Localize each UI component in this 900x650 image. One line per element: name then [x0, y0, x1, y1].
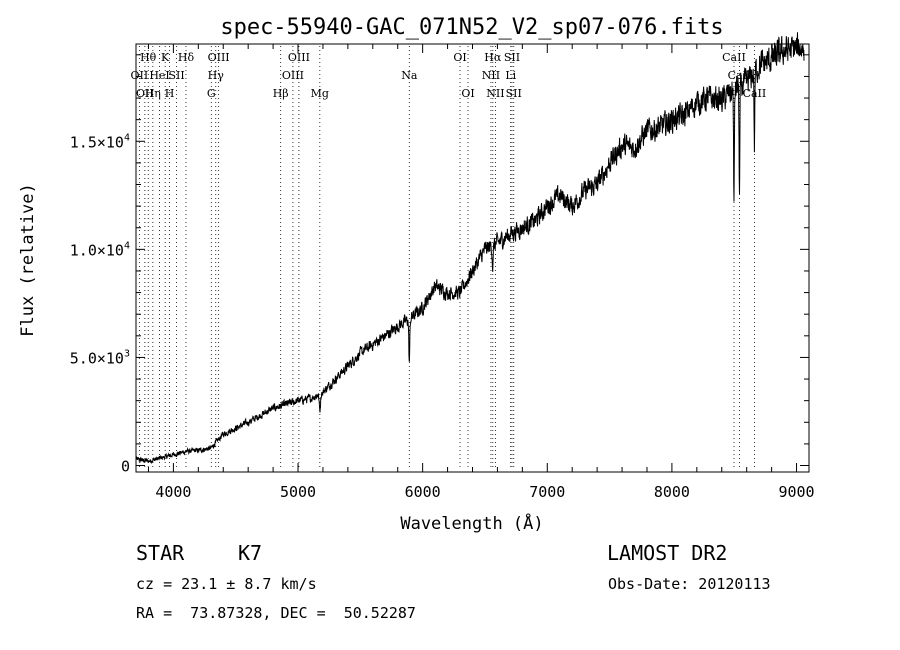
spectral-line-label: OI: [453, 51, 466, 64]
spectrum-line: [135, 32, 805, 465]
spectral-line-label: OI: [461, 87, 474, 100]
y-tick-labels: 0 5.0×103 1.0×104 1.5×104: [70, 132, 130, 475]
spectral-line-label: CaII: [722, 51, 746, 64]
x-tick-label: 7000: [529, 483, 565, 501]
spectral-line-label: OIII: [208, 51, 230, 64]
spectral-line-label: Mg: [311, 87, 329, 100]
spectral-line-label: Li: [505, 69, 516, 82]
spectral-line-label: Hη: [145, 87, 161, 100]
spectral-line-label: SII: [169, 69, 185, 82]
x-tick-label: 6000: [405, 483, 441, 501]
spectral-line-label: HeI: [149, 69, 169, 82]
coordinates: RA = 73.87328, DEC = 50.52287: [136, 604, 416, 622]
redshift-cz: cz = 23.1 ± 8.7 km/s: [136, 575, 317, 593]
spectral-line-label: NII: [486, 87, 504, 100]
x-tick-label: 5000: [280, 483, 316, 501]
spectral-line-label: SII: [506, 87, 522, 100]
x-tick-labels: 4000 5000 6000 7000 8000 9000: [155, 483, 814, 501]
x-axis-label: Wavelength (Å): [400, 512, 543, 534]
spectral-line-label: OII: [136, 87, 154, 100]
spectral-line-label: OII: [131, 69, 149, 82]
observation-date: Obs-Date: 20120113: [608, 575, 771, 593]
plot-frame: [135, 43, 810, 473]
y-tick-label: 1.0×104: [70, 240, 130, 259]
spectral-line-label: K: [161, 51, 170, 64]
y-tick-label: 0: [121, 458, 130, 476]
chart-title: spec-55940-GAC_071N52_V2_sp07-076.fits: [220, 15, 723, 40]
object-class: STAR: [136, 541, 185, 565]
spectral-line-label: H: [165, 87, 175, 100]
y-tick-label: 5.0×103: [70, 348, 130, 367]
spectral-line-label: Hθ: [140, 51, 157, 64]
spectral-line-labels: OII OII Hθ Hη HeI K H SII Hδ G Hγ OIII Hβ OIII OIII Mg N…: [131, 51, 767, 100]
object-subclass: K7: [238, 541, 263, 565]
spectral-line-label: Hγ: [208, 69, 225, 82]
spectral-line-label: G: [207, 87, 216, 100]
spectral-line-label: SII: [504, 51, 520, 64]
x-tick-label: 4000: [155, 483, 191, 501]
spectral-line-label: OIII: [288, 51, 310, 64]
x-tick-label: 8000: [654, 483, 690, 501]
y-axis-label: Flux (relative): [18, 183, 38, 337]
survey-name: LAMOST DR2: [607, 541, 728, 565]
spectral-line-label: OIII: [282, 69, 304, 82]
spectral-line-markers: [138, 46, 755, 470]
spectral-line-label: Hα: [484, 51, 502, 64]
spectral-line-label: NII: [482, 69, 500, 82]
x-tick-label: 9000: [778, 483, 814, 501]
spectral-line-label: Hβ: [273, 87, 289, 100]
axis-ticks: [136, 44, 809, 472]
spectral-line-label: Na: [401, 69, 418, 82]
y-tick-label: 1.5×104: [70, 132, 130, 151]
spectral-line-label: Hδ: [178, 51, 195, 64]
